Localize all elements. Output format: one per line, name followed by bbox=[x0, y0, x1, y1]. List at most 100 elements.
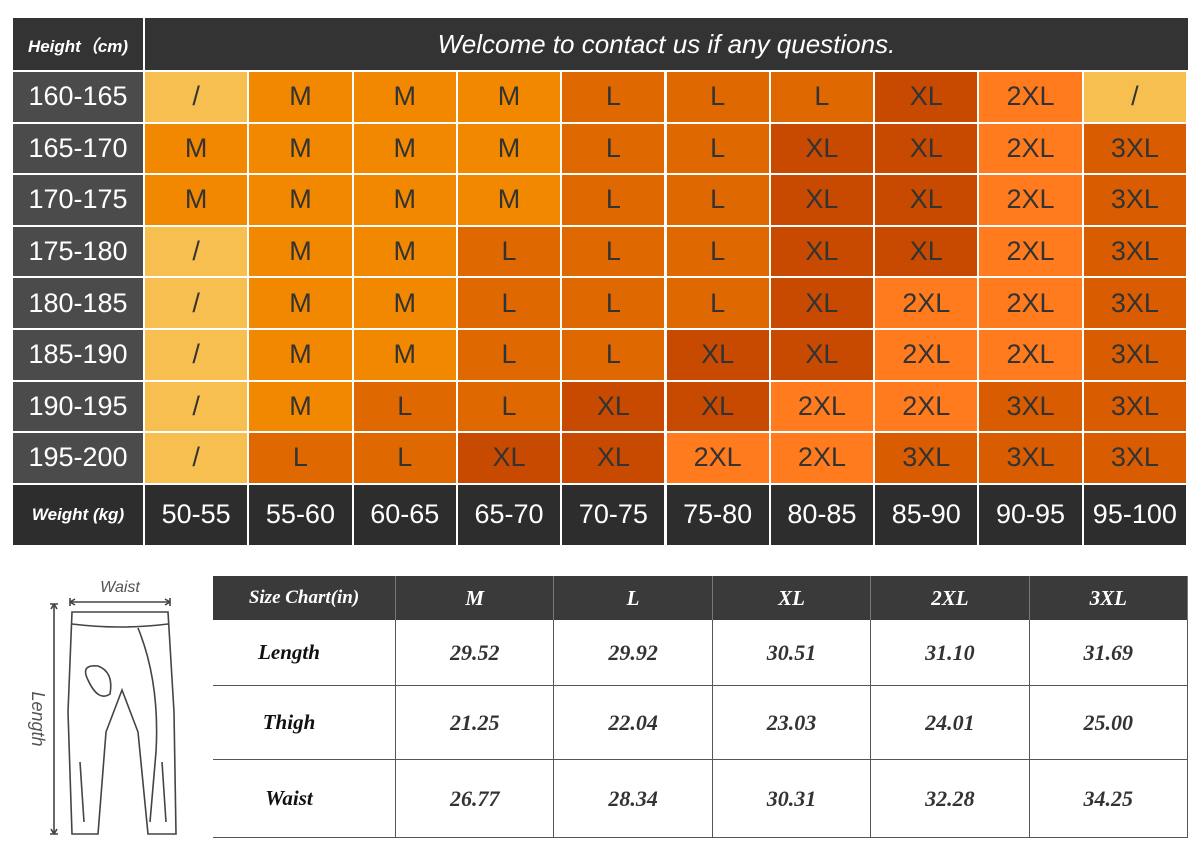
size-cell: L bbox=[666, 123, 769, 174]
size-cell: 2XL bbox=[979, 123, 1082, 174]
height-range: 170-175 bbox=[13, 175, 143, 225]
size-cell: M bbox=[457, 175, 561, 225]
value-cell: 23.03 bbox=[712, 686, 872, 760]
value-cell: 34.25 bbox=[1029, 760, 1188, 838]
size-cell: / bbox=[145, 433, 248, 483]
size-cell: 2XL bbox=[666, 433, 769, 483]
size-cell: XL bbox=[666, 381, 769, 432]
size-cell: L bbox=[666, 278, 769, 328]
size-cell: M bbox=[249, 123, 352, 174]
size-cell: M bbox=[249, 72, 352, 122]
header-cell: XL bbox=[712, 576, 872, 620]
size-cell: 2XL bbox=[875, 381, 978, 432]
value-cell: 32.28 bbox=[871, 760, 1030, 838]
height-range: 160-165 bbox=[13, 72, 143, 122]
size-cell: XL bbox=[875, 175, 978, 225]
size-cell: XL bbox=[770, 123, 874, 174]
value-cell: 22.04 bbox=[554, 686, 713, 760]
size-cell: 3XL bbox=[1083, 330, 1186, 380]
size-cell: M bbox=[249, 330, 352, 380]
size-cell: XL bbox=[770, 278, 874, 328]
row-label: Waist bbox=[213, 760, 396, 838]
height-range: 180-185 bbox=[13, 278, 143, 328]
height-range: 175-180 bbox=[13, 226, 143, 277]
size-cell: 3XL bbox=[1083, 226, 1186, 277]
value-cell: 25.00 bbox=[1029, 686, 1188, 760]
size-cell: 2XL bbox=[979, 278, 1082, 328]
size-cell: 3XL bbox=[979, 433, 1082, 483]
size-cell: XL bbox=[562, 381, 665, 432]
size-cell: L bbox=[562, 330, 665, 380]
value-cell: 29.52 bbox=[396, 620, 555, 686]
header-cell: M bbox=[396, 576, 555, 620]
size-cell: M bbox=[353, 72, 456, 122]
size-cell: L bbox=[770, 72, 874, 122]
size-cell: XL bbox=[770, 175, 874, 225]
size-cell: L bbox=[457, 278, 561, 328]
height-range: 195-200 bbox=[13, 433, 143, 483]
size-cell: 2XL bbox=[979, 226, 1082, 277]
size-cell: L bbox=[353, 433, 456, 483]
note: Welcome to contact us if any questions. bbox=[145, 18, 1188, 70]
size-cell: / bbox=[145, 226, 248, 277]
size-cell: L bbox=[457, 381, 561, 432]
size-cell: M bbox=[249, 278, 352, 328]
size-cell: 3XL bbox=[875, 433, 978, 483]
size-cell: L bbox=[562, 175, 665, 225]
size-cell: L bbox=[457, 330, 561, 380]
size-cell: L bbox=[562, 72, 665, 122]
weight-range: 65-70 bbox=[457, 484, 561, 545]
weight-range: 50-55 bbox=[145, 484, 248, 545]
value-cell: 26.77 bbox=[396, 760, 555, 838]
height-header: Height（cm) bbox=[13, 18, 143, 70]
weight-range: 60-65 bbox=[353, 484, 456, 545]
size-cell: / bbox=[145, 278, 248, 328]
size-cell: XL bbox=[457, 433, 561, 483]
size-cell: XL bbox=[770, 330, 874, 380]
size-cell: 3XL bbox=[1083, 381, 1186, 432]
size-cell: M bbox=[353, 226, 456, 277]
size-cell: M bbox=[353, 330, 456, 380]
header-cell: 2XL bbox=[871, 576, 1030, 620]
weight-range: 90-95 bbox=[979, 484, 1082, 545]
value-cell: 24.01 bbox=[871, 686, 1030, 760]
size-cell: M bbox=[353, 175, 456, 225]
size-cell: M bbox=[145, 123, 248, 174]
value-cell: 30.51 bbox=[712, 620, 872, 686]
size-cell: / bbox=[145, 72, 248, 122]
value-cell: 21.25 bbox=[396, 686, 555, 760]
value-cell: 29.92 bbox=[554, 620, 713, 686]
size-cell: M bbox=[249, 226, 352, 277]
size-cell: L bbox=[562, 278, 665, 328]
size-cell: 3XL bbox=[1083, 433, 1186, 483]
header-cell: 3XL bbox=[1029, 576, 1188, 620]
size-cell: XL bbox=[875, 123, 978, 174]
size-cell: 3XL bbox=[1083, 175, 1186, 225]
size-cell: XL bbox=[770, 226, 874, 277]
size-cell: 2XL bbox=[770, 381, 874, 432]
value-cell: 30.31 bbox=[712, 760, 872, 838]
waist-label: Waist bbox=[100, 579, 140, 596]
height-range: 190-195 bbox=[13, 381, 143, 432]
size-cell: XL bbox=[875, 226, 978, 277]
size-cell: / bbox=[1083, 72, 1186, 122]
size-cell: / bbox=[145, 381, 248, 432]
size-cell: 2XL bbox=[979, 330, 1082, 380]
weight-range: 95-100 bbox=[1083, 484, 1186, 545]
size-cell: M bbox=[457, 123, 561, 174]
size-cell: 3XL bbox=[1083, 123, 1186, 174]
size-cell: XL bbox=[875, 72, 978, 122]
pants-diagram: Waist Length bbox=[28, 579, 177, 835]
weight-header: Weight (kg) bbox=[13, 484, 143, 545]
size-cell: L bbox=[249, 433, 352, 483]
value-cell: 28.34 bbox=[554, 760, 713, 838]
weight-range: 75-80 bbox=[666, 484, 769, 545]
size-cell: 2XL bbox=[979, 72, 1082, 122]
size-cell: 2XL bbox=[875, 278, 978, 328]
weight-range: 85-90 bbox=[875, 484, 978, 545]
weight-range: 70-75 bbox=[562, 484, 665, 545]
row-label: Thigh bbox=[213, 686, 396, 760]
size-cell: L bbox=[353, 381, 456, 432]
header-cell: Size Chart(in) bbox=[213, 576, 396, 620]
